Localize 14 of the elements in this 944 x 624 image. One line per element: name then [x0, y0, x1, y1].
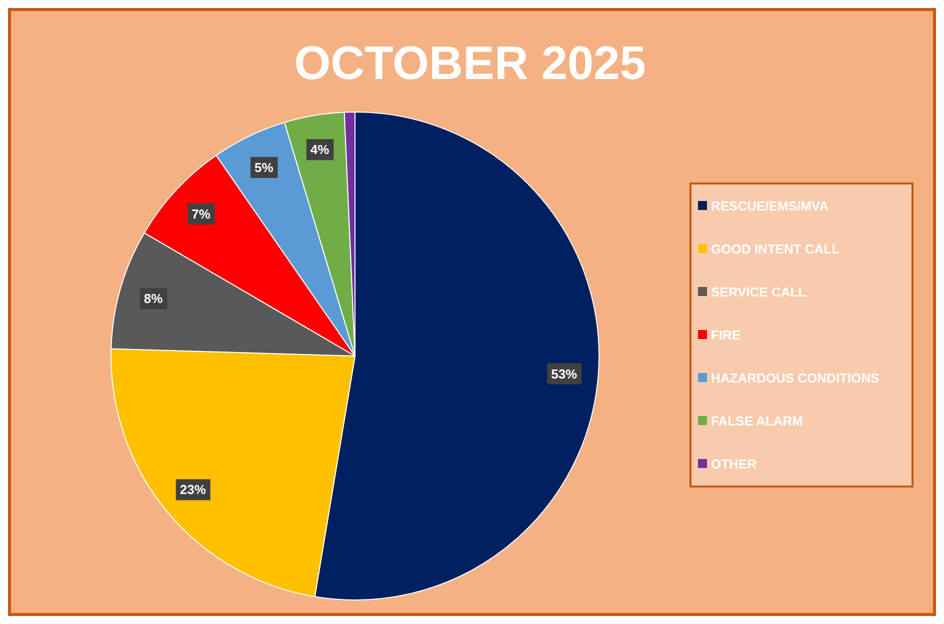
legend-label: GOOD INTENT CALL [711, 242, 840, 256]
data-label: 23% [180, 482, 206, 498]
legend-label: SERVICE CALL [711, 284, 806, 300]
legend-label: OTHER [711, 456, 758, 472]
data-label: 5% [254, 160, 274, 175]
legend-label: FALSE ALARM [711, 414, 803, 428]
legend-label: RESCUE/EMS/MVA [711, 198, 830, 214]
chart-title: OCTOBER 2025 [294, 36, 646, 89]
data-label: 53% [551, 366, 578, 382]
data-label: 4% [310, 142, 330, 158]
legend-label: FIRE [711, 328, 741, 342]
legend-label: HAZARDOUS CONDITIONS [711, 370, 880, 386]
data-label: 8% [144, 291, 164, 306]
data-label: 7% [192, 206, 211, 222]
